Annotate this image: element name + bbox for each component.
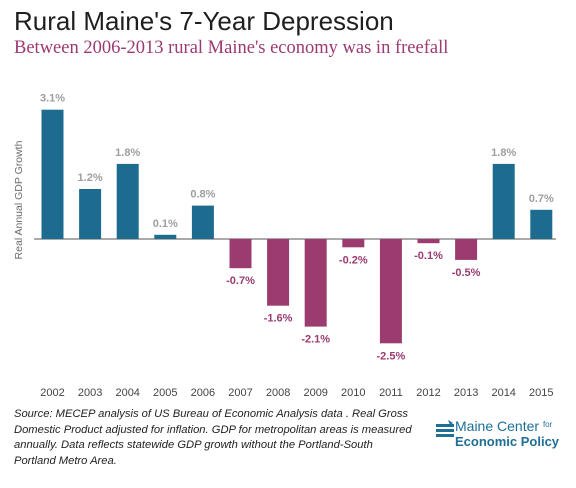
logo-name-line2: Economic Policy — [455, 434, 560, 449]
x-tick-2003: 2003 — [78, 387, 102, 399]
bar-2003 — [79, 189, 102, 239]
mecep-logo: Maine Center for Economic Policy — [436, 418, 570, 456]
data-label-2014: 1.8% — [491, 147, 516, 159]
x-tick-2010: 2010 — [341, 387, 365, 399]
data-label-2006: 0.8% — [190, 189, 215, 201]
bar-2005 — [154, 234, 177, 239]
bar-2009 — [304, 239, 327, 327]
source-note: Source: MECEP analysis of US Bureau of E… — [14, 408, 412, 467]
x-tick-2011: 2011 — [379, 387, 403, 399]
bar-2015 — [530, 209, 553, 239]
chart-subtitle: Between 2006-2013 rural Maine's economy … — [14, 38, 449, 58]
logo-name-for: for — [542, 420, 553, 429]
bar-2002 — [41, 109, 64, 239]
bar-2007 — [229, 239, 252, 269]
bar-2008 — [267, 239, 290, 306]
bar-chart: Real Annual GDP Growth 3.1% 2002 1.2% 2003 1.… — [13, 93, 556, 399]
data-label-2004: 1.8% — [115, 147, 140, 159]
x-tick-2004: 2004 — [115, 387, 139, 399]
logo-name-main: Maine Center — [455, 418, 540, 434]
bar-2006 — [191, 205, 214, 239]
data-label-2010: -0.2% — [339, 254, 368, 266]
bar-2011 — [379, 239, 402, 344]
x-tick-2006: 2006 — [191, 387, 215, 399]
maine-map-icon — [436, 420, 454, 437]
chart-title: Rural Maine's 7-Year Depression — [14, 6, 394, 36]
x-tick-2008: 2008 — [266, 387, 290, 399]
x-tick-2012: 2012 — [416, 387, 440, 399]
bar-2010 — [342, 239, 365, 248]
logo-name-line1: Maine Center for — [455, 418, 552, 434]
x-tick-2014: 2014 — [491, 387, 515, 399]
bar-2013 — [455, 239, 478, 260]
y-axis-label: Real Annual GDP Growth — [13, 140, 25, 259]
bar-2004 — [116, 163, 139, 239]
data-label-2012: -0.1% — [414, 250, 443, 262]
x-tick-2009: 2009 — [303, 387, 327, 399]
data-label-2003: 1.2% — [78, 172, 103, 184]
x-tick-2007: 2007 — [228, 387, 252, 399]
data-label-2015: 0.7% — [529, 193, 554, 205]
bar-2012 — [417, 239, 440, 244]
data-label-2011: -2.5% — [377, 350, 406, 362]
x-tick-2013: 2013 — [454, 387, 478, 399]
data-label-2008: -1.6% — [264, 313, 293, 325]
x-tick-2005: 2005 — [153, 387, 177, 399]
data-label-2002: 3.1% — [40, 93, 65, 105]
x-tick-2002: 2002 — [40, 387, 64, 399]
data-label-2013: -0.5% — [452, 267, 481, 279]
data-label-2007: -0.7% — [226, 275, 255, 287]
bar-2014 — [492, 163, 515, 239]
data-label-2009: -2.1% — [301, 334, 330, 346]
x-tick-2015: 2015 — [529, 387, 553, 399]
data-label-2005: 0.1% — [153, 218, 178, 230]
